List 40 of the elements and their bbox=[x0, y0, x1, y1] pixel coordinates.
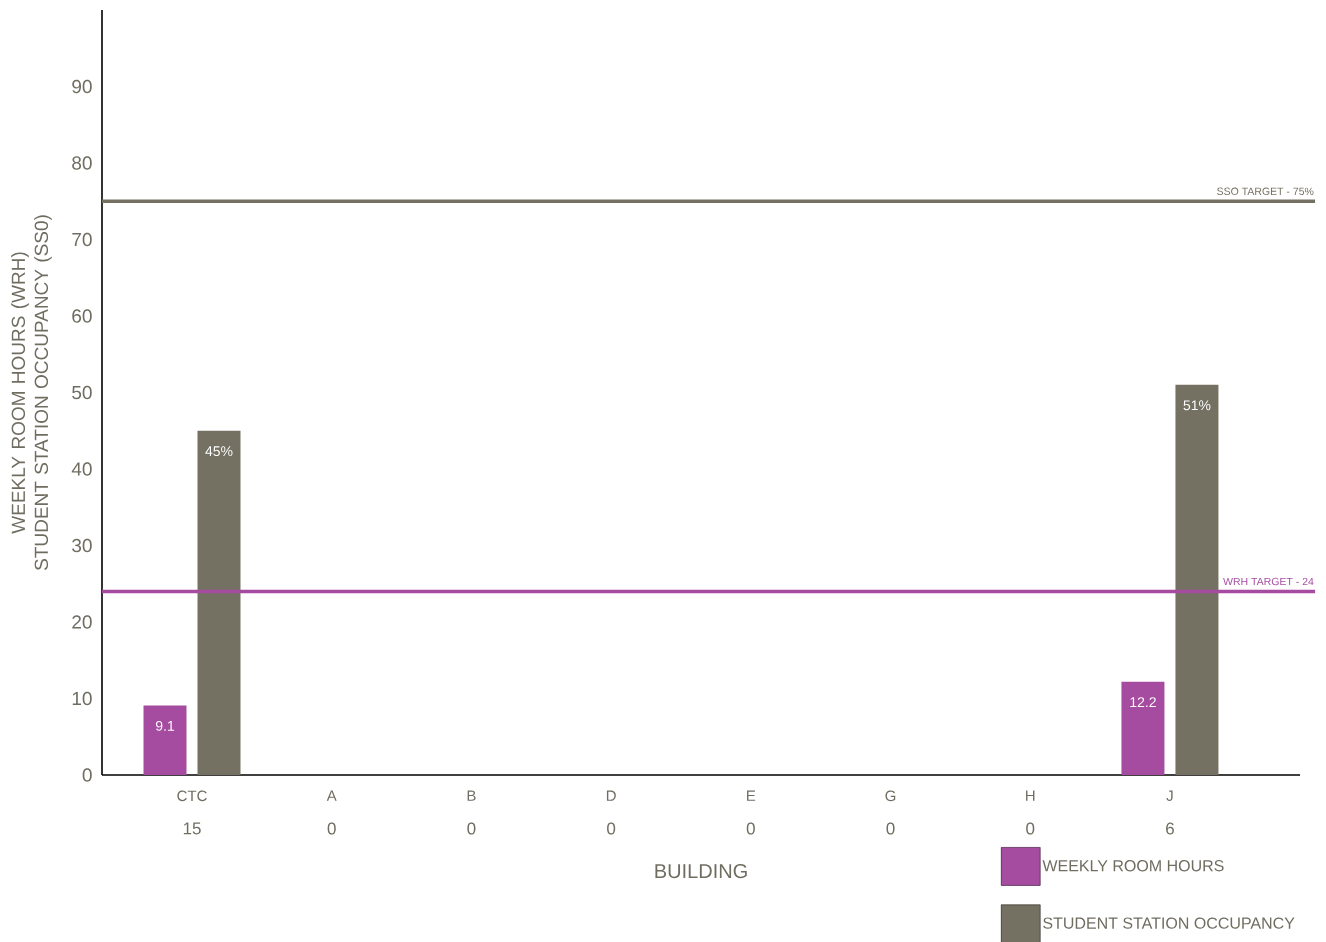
text: 0 bbox=[746, 822, 755, 835]
y-tick-label: 40 bbox=[71, 462, 92, 476]
x-tick-label: G bbox=[885, 790, 896, 802]
y-tick-label: 50 bbox=[72, 385, 92, 400]
bar bbox=[143, 705, 187, 775]
text: 0 bbox=[327, 822, 336, 835]
y-tick-label: 10 bbox=[72, 691, 92, 706]
bar bbox=[1175, 384, 1219, 775]
x-tick-label: H bbox=[1026, 790, 1035, 801]
ref-line-label: SSO TARGET - 75% bbox=[1217, 187, 1314, 196]
x-tick-label: J bbox=[1166, 790, 1173, 801]
legend-label: STUDENT STATION OCCUPANCY bbox=[1043, 917, 1295, 929]
text: 0 bbox=[607, 822, 616, 835]
x-tick-label: A bbox=[326, 790, 337, 801]
ref-line-label: WRH TARGET - 24 bbox=[1223, 577, 1314, 586]
x-tick-label: D bbox=[606, 790, 616, 801]
data-label: 12.2 bbox=[1130, 697, 1156, 707]
y-tick-label: 60 bbox=[72, 309, 92, 323]
data-label: 9.1 bbox=[155, 720, 175, 731]
y-tick-label: 20 bbox=[72, 615, 92, 629]
y-tick-label: 0 bbox=[82, 768, 92, 782]
y-axis-title: WEEKLY ROOM HOURS (WRH) STUDENT STATION OCCUPANCY (SS0) bbox=[11, 215, 52, 571]
data-label: 45% bbox=[205, 446, 233, 457]
y-tick-label: 30 bbox=[72, 538, 92, 553]
x-tick-label: CTC bbox=[177, 790, 207, 802]
x-axis-title: BUILDING bbox=[655, 863, 747, 879]
text: 15 bbox=[183, 822, 201, 835]
bar bbox=[197, 430, 241, 775]
y-tick-label: 70 bbox=[72, 232, 92, 247]
y-tick-label: 80 bbox=[72, 156, 92, 170]
text: 0 bbox=[886, 822, 895, 835]
bar bbox=[1121, 681, 1165, 775]
x-tick-label: B bbox=[467, 790, 476, 801]
x-tick-label: E bbox=[747, 790, 756, 801]
text: 0 bbox=[467, 822, 476, 835]
y-tick-label: 90 bbox=[72, 79, 92, 94]
text: 0 bbox=[1026, 822, 1035, 835]
text: 6 bbox=[1166, 822, 1174, 835]
legend-label: WEEKLY ROOM HOURS bbox=[1042, 860, 1224, 872]
data-label: 51% bbox=[1183, 400, 1211, 411]
